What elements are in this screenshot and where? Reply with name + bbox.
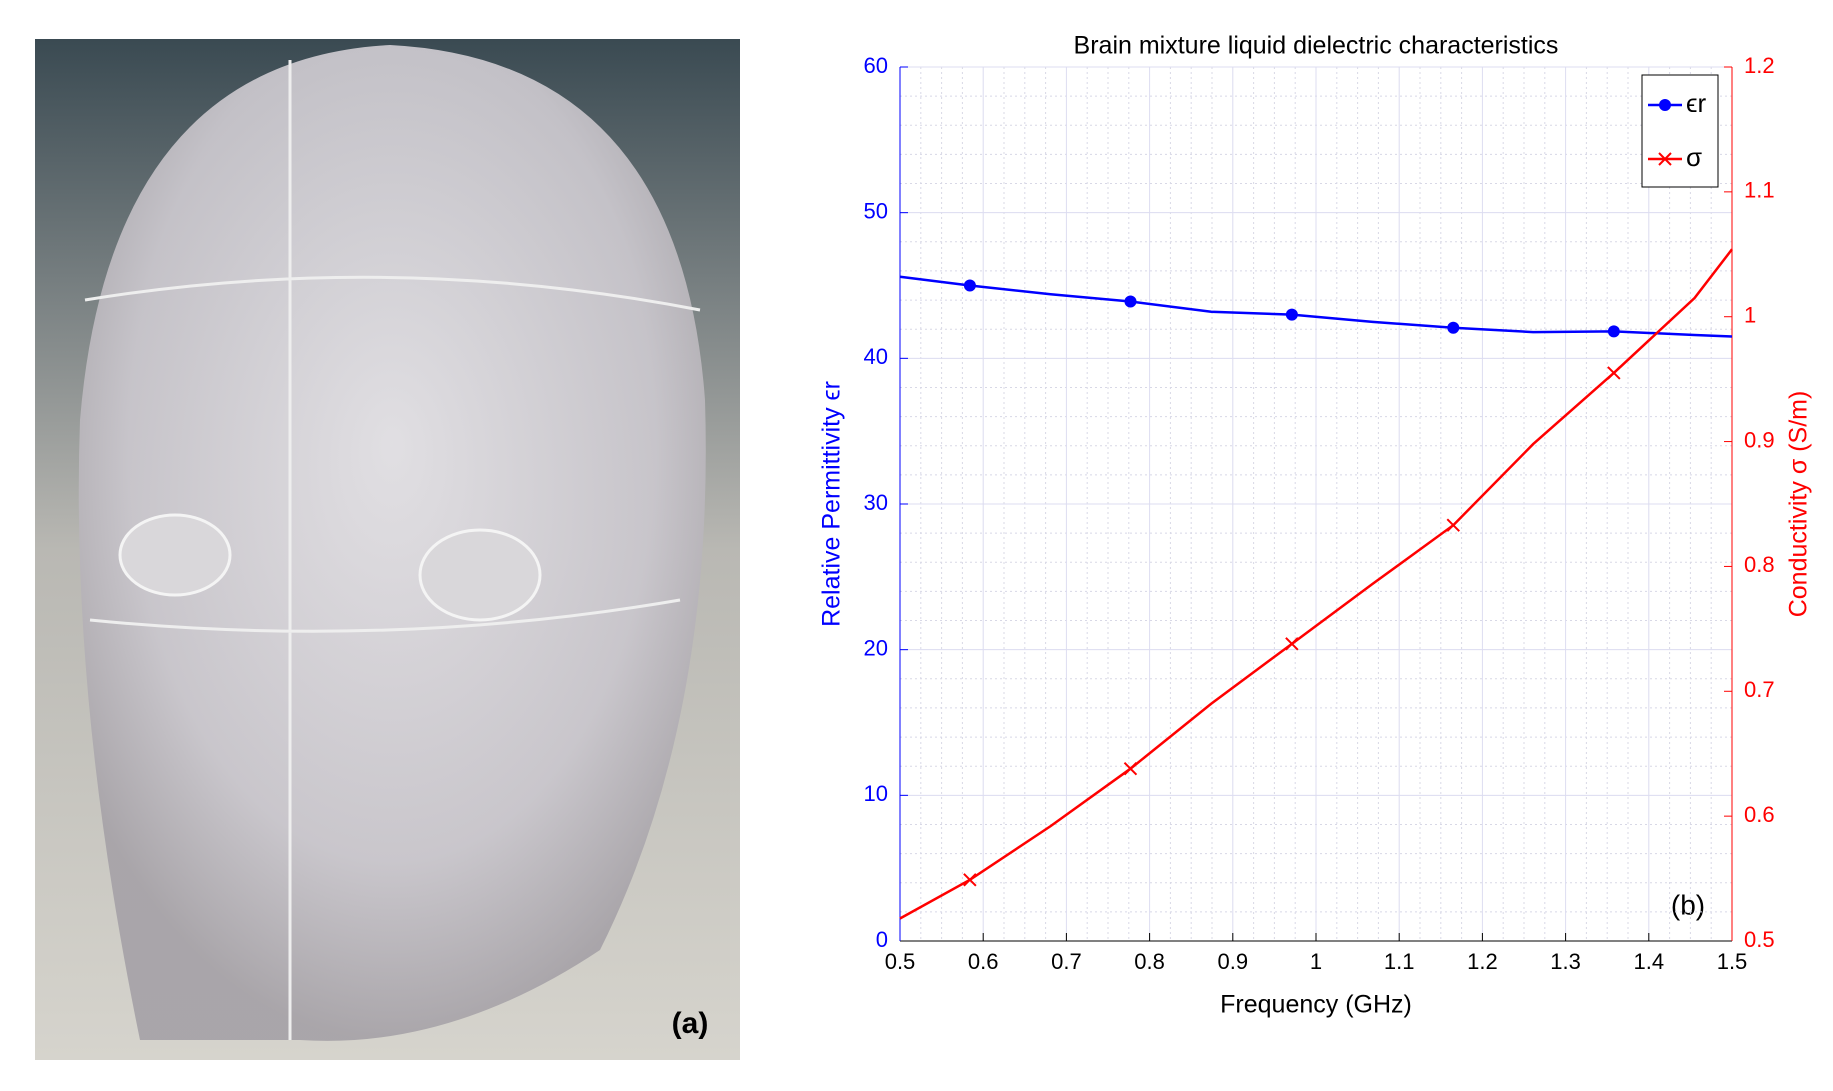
y-tick-label: 30 xyxy=(864,490,888,515)
y2-axis-label: Conductivity σ (S/m) xyxy=(1785,391,1813,618)
y-tick-label: 20 xyxy=(864,635,888,660)
x-tick-label: 0.5 xyxy=(885,949,916,974)
marker xyxy=(1659,99,1671,111)
series-line xyxy=(899,275,1733,338)
x-tick-label: 0.8 xyxy=(1134,949,1165,974)
marker xyxy=(1607,366,1621,380)
phantom-head xyxy=(78,45,706,1041)
marker xyxy=(1607,325,1620,338)
marker xyxy=(1285,637,1299,651)
marker xyxy=(1285,308,1298,321)
x-tick-label: 1.4 xyxy=(1634,949,1665,974)
x-tick-label: 1.1 xyxy=(1384,949,1415,974)
marker xyxy=(963,279,976,292)
x-axis-label: Frequency (GHz) xyxy=(1220,991,1412,1019)
y2-tick-label: 1 xyxy=(1744,303,1756,328)
x-tick-label: 1.2 xyxy=(1467,949,1498,974)
x-tick-label: 0.9 xyxy=(1218,949,1249,974)
marker xyxy=(1123,761,1138,776)
legend-label: ϵr xyxy=(1686,88,1706,118)
y2-tick-label: 0.5 xyxy=(1744,927,1775,952)
y2-tick-label: 1.1 xyxy=(1744,178,1775,203)
seam xyxy=(84,60,701,1040)
photo-label: (a) xyxy=(672,1007,709,1040)
y-tick-label: 10 xyxy=(864,781,888,806)
x-tick-label: 1.5 xyxy=(1717,949,1748,974)
marker xyxy=(1124,295,1137,308)
marker xyxy=(1447,321,1460,334)
y-tick-label: 50 xyxy=(864,198,888,223)
y2-tick-label: 1.2 xyxy=(1744,53,1775,78)
y-tick-label: 60 xyxy=(864,53,888,78)
eye xyxy=(118,513,232,597)
series-line xyxy=(899,248,1733,920)
legend-label: σ xyxy=(1686,142,1702,172)
eye xyxy=(418,528,542,622)
y2-tick-label: 0.6 xyxy=(1744,802,1775,827)
y2-tick-label: 0.9 xyxy=(1744,427,1775,452)
marker xyxy=(1658,152,1672,166)
y-tick-label: 0 xyxy=(876,927,888,952)
y2-tick-label: 0.8 xyxy=(1744,552,1775,577)
marker xyxy=(1446,518,1460,532)
y-tick-label: 40 xyxy=(864,344,888,369)
panel-label: (b) xyxy=(1671,889,1705,920)
x-tick-label: 1 xyxy=(1310,949,1322,974)
legend-box xyxy=(1641,74,1719,188)
chart-title: Brain mixture liquid dielectric characte… xyxy=(1074,32,1559,60)
y-axis-label: Relative Permittivity ϵr xyxy=(818,381,846,627)
chart: Brain mixture liquid dielectric characte… xyxy=(818,32,1813,1019)
marker xyxy=(963,873,977,887)
y2-tick-label: 0.7 xyxy=(1744,677,1775,702)
photo: (a) xyxy=(35,39,740,1060)
x-tick-label: 0.6 xyxy=(968,949,999,974)
x-tick-label: 1.3 xyxy=(1550,949,1581,974)
x-tick-label: 0.7 xyxy=(1051,949,1082,974)
